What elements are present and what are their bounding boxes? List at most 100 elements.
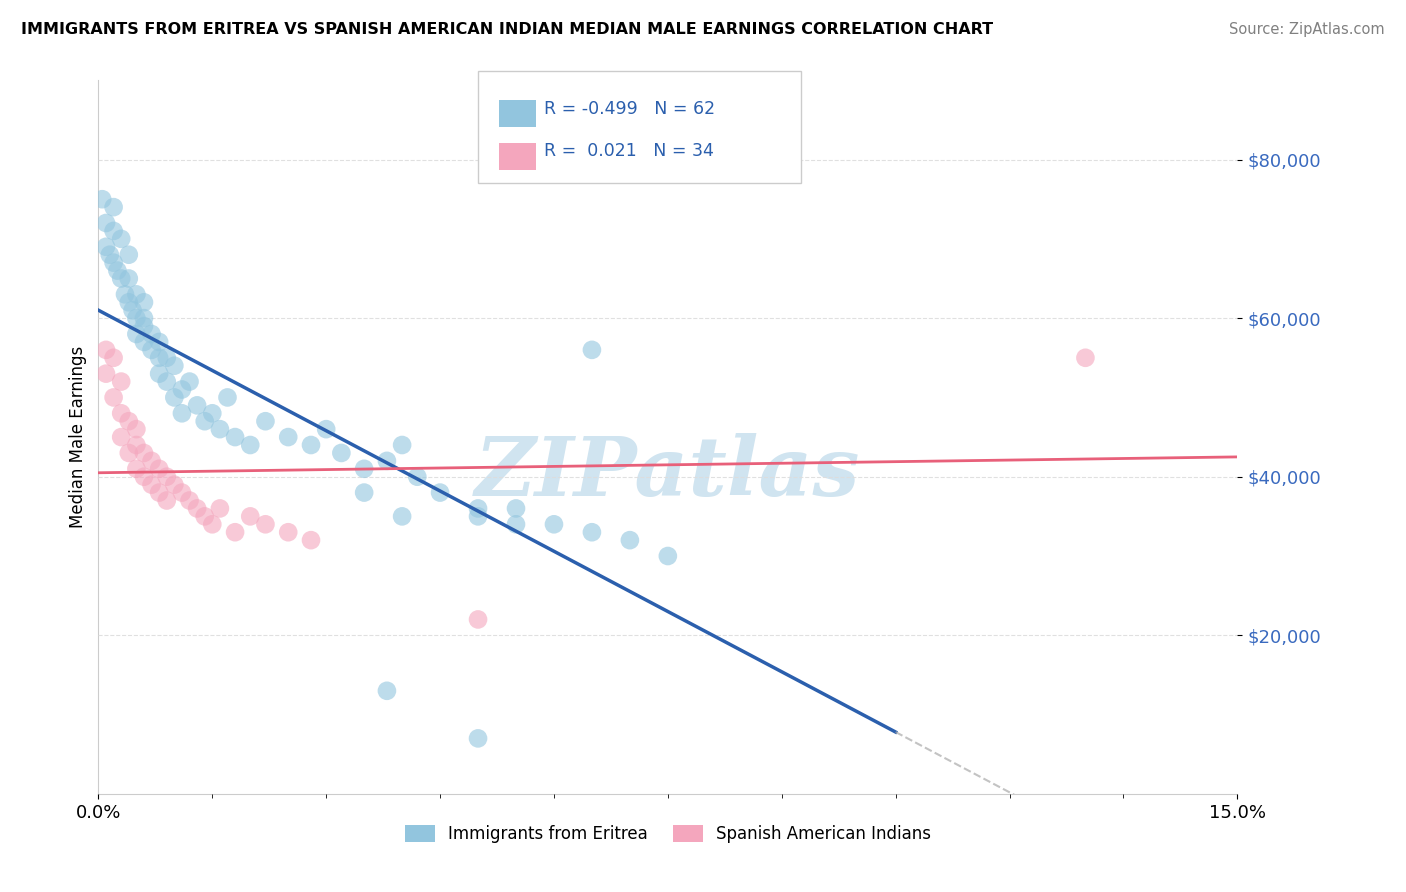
Point	[94, 367, 117, 381]
Point	[118, 271, 141, 285]
Point	[125, 462, 148, 476]
Point	[179, 375, 201, 389]
Point	[132, 469, 155, 483]
Point	[581, 343, 603, 357]
Point	[132, 446, 155, 460]
Point	[132, 319, 155, 334]
Point	[156, 469, 179, 483]
Point	[505, 501, 527, 516]
Text: R = -0.499   N = 62: R = -0.499 N = 62	[544, 100, 716, 118]
Point	[110, 375, 132, 389]
Text: Source: ZipAtlas.com: Source: ZipAtlas.com	[1229, 22, 1385, 37]
Point	[110, 232, 132, 246]
Point	[91, 192, 114, 206]
Point	[186, 501, 208, 516]
Point	[186, 398, 208, 412]
Point	[107, 263, 129, 277]
Point	[125, 287, 148, 301]
Point	[429, 485, 451, 500]
Y-axis label: Median Male Earnings: Median Male Earnings	[69, 346, 87, 528]
Point	[239, 438, 262, 452]
Point	[299, 533, 322, 548]
Point	[391, 509, 413, 524]
Point	[170, 485, 193, 500]
Point	[148, 462, 170, 476]
Point	[103, 351, 125, 365]
Text: IMMIGRANTS FROM ERITREA VS SPANISH AMERICAN INDIAN MEDIAN MALE EARNINGS CORRELAT: IMMIGRANTS FROM ERITREA VS SPANISH AMERI…	[21, 22, 993, 37]
Point	[208, 501, 231, 516]
Point	[163, 359, 186, 373]
Point	[224, 430, 246, 444]
Point	[505, 517, 527, 532]
Point	[103, 224, 125, 238]
Point	[170, 406, 193, 420]
Point	[94, 216, 117, 230]
Point	[132, 295, 155, 310]
Point	[391, 438, 413, 452]
Point	[299, 438, 322, 452]
Point	[148, 485, 170, 500]
Point	[330, 446, 353, 460]
Point	[353, 462, 375, 476]
Point	[103, 200, 125, 214]
Point	[194, 414, 217, 428]
Point	[375, 454, 398, 468]
Point	[179, 493, 201, 508]
Text: R =  0.021   N = 34: R = 0.021 N = 34	[544, 142, 714, 160]
Point	[125, 422, 148, 436]
Point	[141, 326, 163, 341]
Point	[110, 271, 132, 285]
Point	[94, 343, 117, 357]
Point	[98, 248, 121, 262]
Point	[141, 454, 163, 468]
Point	[467, 612, 489, 626]
Point	[103, 255, 125, 269]
Text: ZIPatlas: ZIPatlas	[475, 433, 860, 513]
Point	[619, 533, 641, 548]
Point	[208, 422, 231, 436]
Point	[194, 509, 217, 524]
Point	[118, 414, 141, 428]
Point	[277, 525, 299, 540]
Legend: Immigrants from Eritrea, Spanish American Indians: Immigrants from Eritrea, Spanish America…	[398, 818, 938, 850]
Point	[132, 311, 155, 326]
Point	[201, 517, 224, 532]
Point	[148, 334, 170, 349]
Point	[118, 248, 141, 262]
Point	[141, 343, 163, 357]
Point	[467, 731, 489, 746]
Point	[217, 391, 239, 405]
Point	[163, 477, 186, 491]
Point	[121, 303, 143, 318]
Point	[224, 525, 246, 540]
Point	[467, 509, 489, 524]
Point	[148, 367, 170, 381]
Point	[125, 311, 148, 326]
Point	[118, 446, 141, 460]
Point	[103, 391, 125, 405]
Point	[163, 391, 186, 405]
Point	[110, 406, 132, 420]
Point	[170, 383, 193, 397]
Point	[125, 438, 148, 452]
Point	[110, 430, 132, 444]
Point	[353, 485, 375, 500]
Point	[315, 422, 337, 436]
Point	[148, 351, 170, 365]
Point	[254, 414, 277, 428]
Point	[277, 430, 299, 444]
Point	[132, 334, 155, 349]
Point	[239, 509, 262, 524]
Point	[581, 525, 603, 540]
Point	[201, 406, 224, 420]
Point	[125, 326, 148, 341]
Point	[1074, 351, 1097, 365]
Point	[467, 501, 489, 516]
Point	[156, 351, 179, 365]
Point	[406, 469, 429, 483]
Point	[156, 375, 179, 389]
Point	[543, 517, 565, 532]
Point	[375, 683, 398, 698]
Point	[141, 477, 163, 491]
Point	[114, 287, 136, 301]
